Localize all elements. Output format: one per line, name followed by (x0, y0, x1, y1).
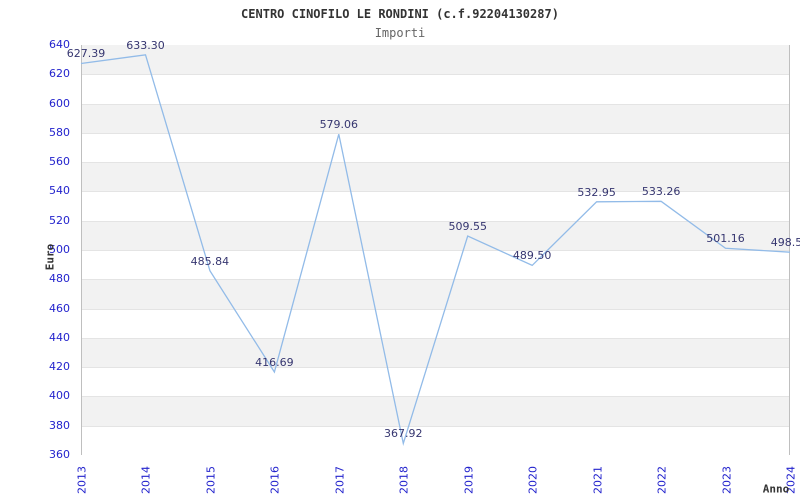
y-tick-label: 440 (49, 330, 70, 344)
x-tick-label: 2023 (720, 466, 734, 494)
gridline (82, 337, 789, 339)
plot-band (82, 45, 789, 75)
data-point-label: 416.69 (255, 355, 294, 369)
y-axis-title: Euro (43, 243, 57, 271)
plot-band (82, 308, 789, 338)
data-point-label: 498.50 (770, 236, 800, 250)
gridline (82, 191, 789, 193)
plot-band (82, 279, 789, 309)
gridline (82, 250, 789, 251)
x-tick-label: 2018 (397, 466, 411, 494)
y-tick-label: 560 (49, 155, 70, 169)
data-point-label: 633.30 (126, 38, 165, 52)
x-tick-label: 2014 (139, 466, 153, 494)
y-tick-label: 500 (49, 243, 70, 256)
plot-band (82, 74, 789, 104)
data-point-label: 501.16 (706, 232, 745, 246)
data-point-label: 533.26 (641, 185, 681, 199)
data-point-label: 485.84 (190, 254, 230, 268)
gridline (82, 74, 789, 76)
plot-band (82, 191, 789, 221)
x-tick-label: 2022 (655, 466, 669, 494)
gridline (82, 220, 789, 222)
plot-band (82, 425, 789, 455)
x-tick-label: 2019 (462, 466, 476, 494)
plot-band (82, 250, 789, 280)
x-tick-label: 2017 (333, 466, 347, 494)
data-point-label: 579.06 (319, 118, 359, 132)
gridline (82, 308, 789, 310)
data-point-label: 367.92 (384, 427, 423, 441)
gridline (82, 367, 789, 369)
y-tick-label: 380 (49, 418, 70, 432)
plot-band (82, 396, 789, 426)
x-tick-label: 2020 (526, 466, 540, 494)
gridline (82, 103, 789, 105)
data-point-label: 627.39 (66, 47, 106, 61)
chart-title: CENTRO CINOFILO LE RONDINI (c.f.92204130… (241, 7, 559, 21)
y-tick-label: 620 (49, 67, 70, 81)
chart-subtitle: Importi (374, 26, 426, 40)
data-point-label: 509.55 (448, 220, 487, 234)
x-tick-label: 2013 (75, 466, 89, 494)
y-tick-label: 360 (49, 448, 70, 461)
y-tick-label: 420 (49, 360, 70, 374)
plot-band (82, 337, 789, 368)
y-tick-label: 400 (49, 389, 70, 403)
gridline (82, 425, 789, 427)
y-tick-label: 580 (49, 125, 70, 139)
y-tick-label: 540 (49, 184, 70, 198)
plot-band (82, 367, 789, 397)
plot-band (82, 132, 789, 163)
data-point-label: 489.50 (512, 249, 552, 263)
y-tick-label: 520 (49, 213, 70, 227)
plot-band (82, 162, 789, 192)
plot-area (81, 45, 790, 455)
y-tick-label: 460 (49, 301, 70, 315)
x-tick-label: 2021 (591, 466, 605, 494)
data-point-label: 532.95 (577, 185, 616, 199)
y-tick-label: 480 (49, 272, 70, 286)
gridline (82, 162, 789, 164)
plot-band (82, 103, 789, 133)
y-tick-label: 640 (49, 38, 70, 51)
gridline (82, 132, 789, 134)
gridline (82, 279, 789, 281)
x-tick-label: 2015 (204, 466, 218, 494)
plot-band (82, 220, 789, 250)
gridline (82, 396, 789, 398)
x-tick-label: 2016 (268, 466, 282, 494)
x-axis-title: Anno (762, 482, 790, 496)
y-tick-label: 600 (49, 96, 70, 110)
